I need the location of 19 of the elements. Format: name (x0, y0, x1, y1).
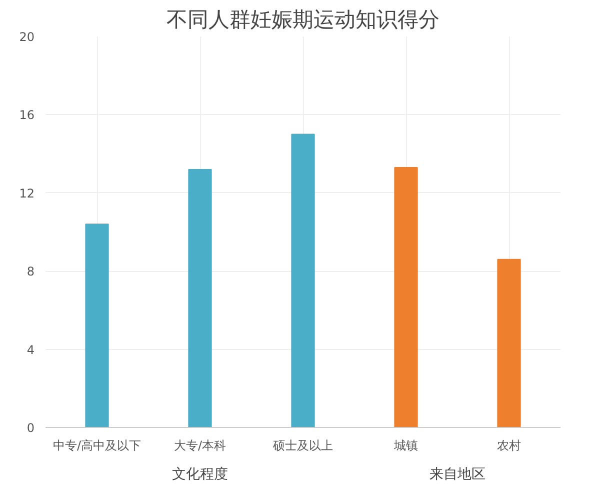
y-tick-label: 4 (26, 342, 35, 357)
text: 文化程度 (172, 466, 228, 482)
text: 来自地区 (430, 466, 486, 482)
x-tick-label: 硕士及以上 (272, 438, 333, 452)
bar (497, 258, 521, 428)
bar (291, 134, 315, 428)
x-tick-label: 城镇 (393, 438, 418, 452)
y-tick-label: 16 (19, 108, 35, 122)
y-tick-label: 20 (19, 30, 35, 44)
y-tick-label: 0 (26, 421, 35, 435)
x-tick-label: 大专/本科 (174, 438, 226, 452)
bar (188, 168, 212, 428)
x-tick-label: 农村 (497, 438, 521, 452)
bar (85, 224, 109, 428)
y-tick-label: 12 (19, 186, 35, 200)
chart-title: 不同人群妊娠期运动知识得分 (166, 8, 440, 32)
x-tick-label: 中专/高中及以下 (52, 438, 142, 452)
bar (394, 166, 418, 428)
y-tick-label: 8 (26, 264, 35, 279)
